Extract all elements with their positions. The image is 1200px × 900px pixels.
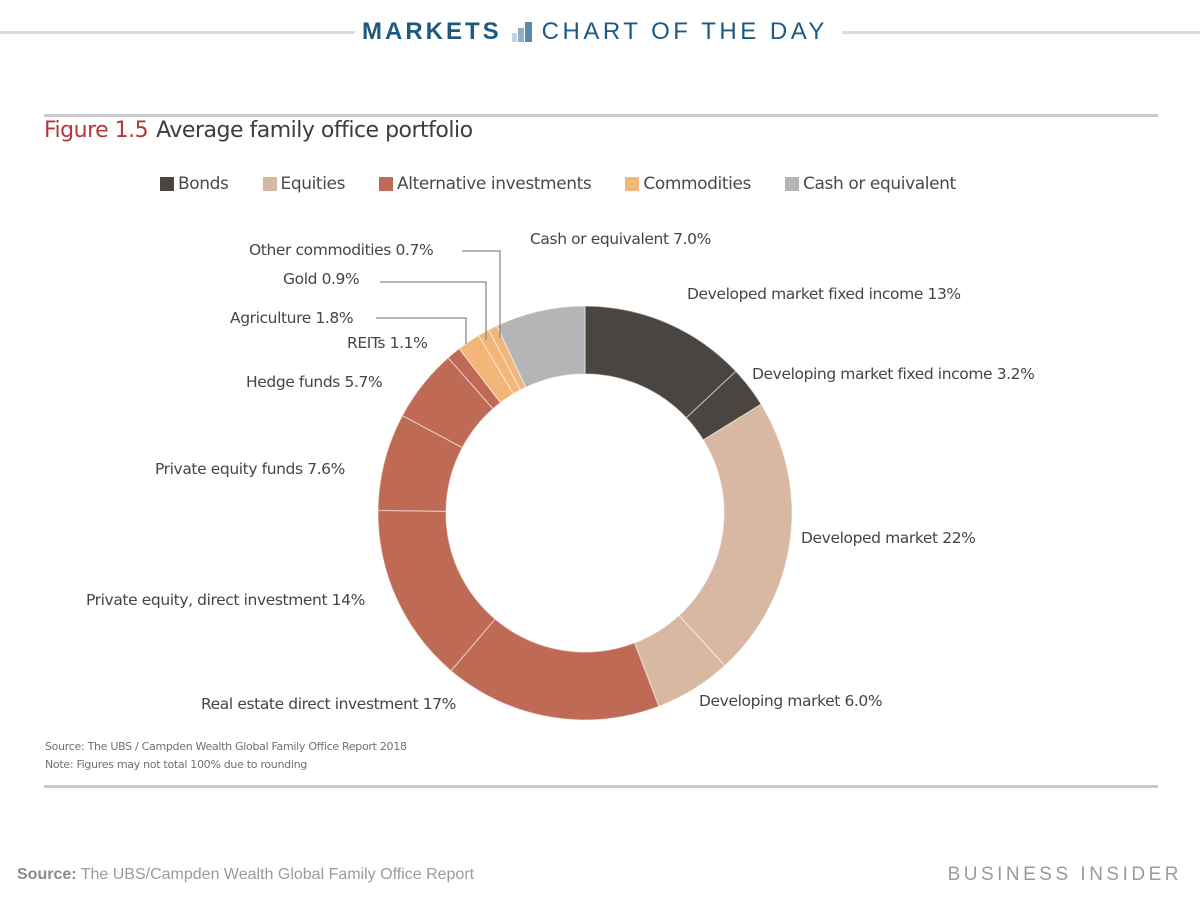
chart-legend: Bonds Equities Alternative investments C… <box>160 172 990 196</box>
figure-title: Figure 1.5 Average family office portfoli… <box>44 118 473 143</box>
label-agriculture: Agriculture 1.8% <box>230 309 354 327</box>
legend-swatch <box>625 177 640 191</box>
donut-slice-private-equity-direct-investment <box>377 509 496 672</box>
donut-slice-cash-or-equivalent <box>496 305 586 389</box>
figure-bottom-rule <box>44 785 1158 788</box>
legend-label: Bonds <box>178 174 229 194</box>
header-title-group: MARKETS CHART OF THE DAY <box>362 14 828 50</box>
markets-label: MARKETS <box>362 18 502 45</box>
header-rule-left <box>0 31 355 34</box>
leader-line-other-commodities <box>462 250 501 338</box>
footer-source-text: The UBS/Campden Wealth Global Family Off… <box>80 866 475 883</box>
label-developing-equities: Developing market 6.0% <box>699 692 883 710</box>
label-pe-direct: Private equity, direct investment 14% <box>86 591 365 609</box>
legend-item-alternative: Alternative investments <box>379 174 592 194</box>
legend-label: Equities <box>280 174 346 194</box>
figure-number: Figure 1.5 <box>44 118 149 143</box>
chart-header: MARKETS CHART OF THE DAY <box>0 14 1200 50</box>
legend-swatch <box>785 177 799 191</box>
legend-swatch <box>160 177 174 191</box>
legend-label: Cash or equivalent <box>803 174 956 194</box>
business-insider-logo: BUSINESS INSIDER <box>947 864 1182 885</box>
donut-slice-developed-market-fixed-income <box>584 305 737 419</box>
bar-chart-icon <box>511 22 532 42</box>
label-developed-fixed-income: Developed market fixed income 13% <box>687 285 961 303</box>
footer-source: Source: The UBS/Campden Wealth Global Fa… <box>17 866 474 884</box>
figure-rounding-note: Note: Figures may not total 100% due to … <box>45 758 307 771</box>
legend-label: Commodities <box>643 174 751 194</box>
label-other-commodities: Other commodities 0.7% <box>249 241 434 259</box>
legend-item-cash: Cash or equivalent <box>785 174 956 194</box>
legend-label: Alternative investments <box>397 174 592 194</box>
chart-of-the-day-label: CHART OF THE DAY <box>541 18 828 45</box>
leader-line-agriculture <box>376 317 467 344</box>
figure-source-note: Source: The UBS / Campden Wealth Global … <box>45 740 407 753</box>
donut-slice-developed-market <box>678 403 793 667</box>
donut-slice-developing-market-fixed-income <box>685 370 762 441</box>
legend-item-commodities: Commodities <box>625 174 751 194</box>
legend-item-bonds: Bonds <box>160 174 229 194</box>
donut-slices <box>377 305 793 721</box>
donut-slice-gold <box>477 328 522 395</box>
label-gold: Gold 0.9% <box>283 270 360 288</box>
figure-title-text: Average family office portfolio <box>156 118 473 143</box>
label-developing-fixed-income: Developing market fixed income 3.2% <box>752 365 1035 383</box>
header-rule-right <box>842 31 1200 34</box>
figure-top-rule <box>44 114 1158 117</box>
legend-swatch <box>379 177 394 191</box>
donut-slice-agriculture <box>458 334 515 404</box>
legend-swatch <box>262 177 277 191</box>
footer-source-label: Source: <box>17 866 77 883</box>
donut-slice-hedge-funds <box>401 356 494 449</box>
label-pe-funds: Private equity funds 7.6% <box>155 460 345 478</box>
leader-lines <box>376 250 501 344</box>
legend-item-equities: Equities <box>262 174 346 194</box>
label-hedge-funds: Hedge funds 5.7% <box>246 373 383 391</box>
label-reits: REITs 1.1% <box>347 334 428 352</box>
label-developed-equities: Developed market 22% <box>801 529 976 547</box>
label-real-estate: Real estate direct investment 17% <box>201 695 457 713</box>
donut-slice-real-estate-direct-investment <box>450 618 660 721</box>
leader-line-gold <box>380 281 487 340</box>
label-cash: Cash or equivalent 7.0% <box>530 230 711 248</box>
